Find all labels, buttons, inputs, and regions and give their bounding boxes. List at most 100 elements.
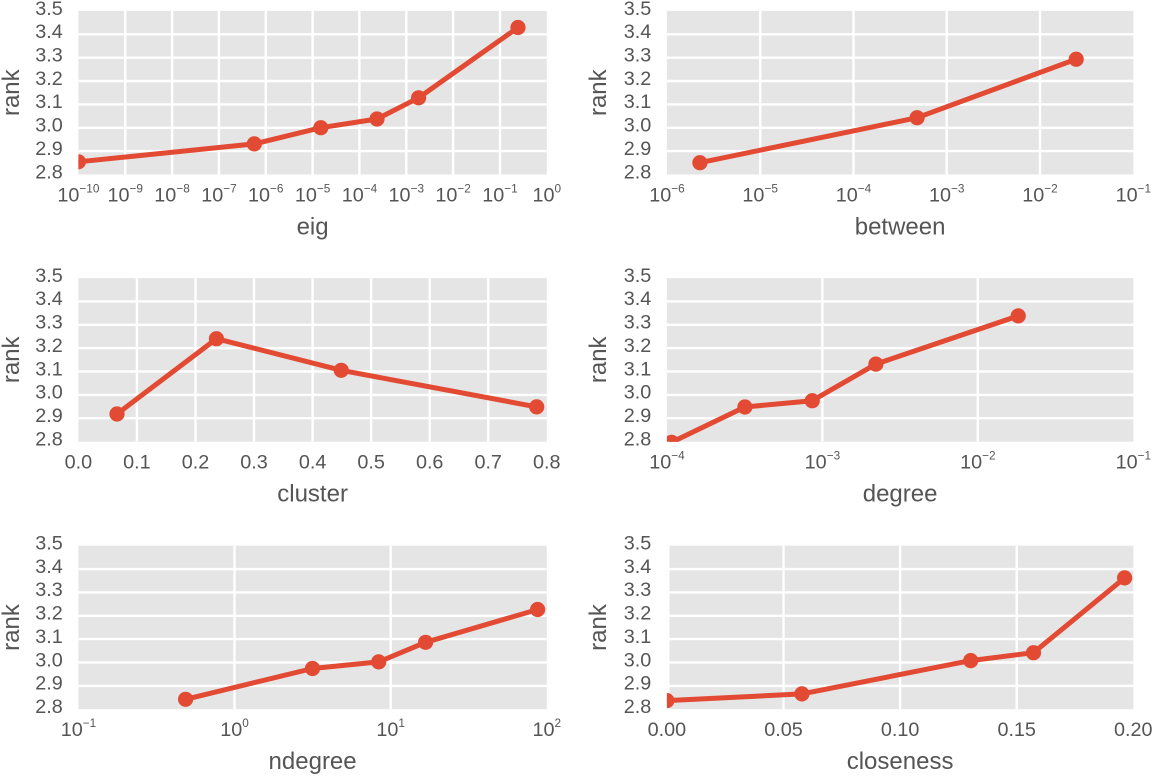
svg-text:10: 10	[1116, 451, 1138, 473]
svg-text:2.9: 2.9	[624, 673, 652, 695]
svg-text:−2: −2	[1044, 182, 1057, 196]
svg-text:3.2: 3.2	[624, 603, 652, 625]
svg-text:eig: eig	[297, 213, 329, 240]
svg-text:3.4: 3.4	[35, 556, 63, 578]
svg-text:0.7: 0.7	[474, 451, 502, 473]
svg-text:0.10: 0.10	[881, 719, 920, 741]
svg-text:0.5: 0.5	[357, 451, 385, 473]
svg-text:−3: −3	[827, 449, 841, 463]
svg-text:3.3: 3.3	[35, 312, 63, 334]
svg-text:rank: rank	[585, 603, 612, 651]
svg-text:3.0: 3.0	[35, 649, 63, 671]
svg-text:3.4: 3.4	[35, 288, 63, 310]
svg-text:2.8: 2.8	[35, 428, 63, 450]
svg-text:cluster: cluster	[277, 480, 348, 507]
svg-text:closeness: closeness	[847, 748, 954, 775]
svg-text:2.9: 2.9	[624, 405, 652, 427]
svg-text:−6: −6	[270, 182, 284, 196]
svg-text:2.9: 2.9	[35, 405, 63, 427]
svg-text:0: 0	[555, 182, 562, 196]
svg-text:2.8: 2.8	[35, 161, 63, 183]
svg-text:2.8: 2.8	[624, 696, 652, 718]
svg-text:10: 10	[108, 184, 130, 206]
svg-text:between: between	[855, 213, 946, 240]
svg-text:10: 10	[960, 451, 982, 473]
svg-text:0.0: 0.0	[65, 451, 93, 473]
svg-text:3.2: 3.2	[35, 68, 63, 90]
svg-text:−5: −5	[317, 182, 331, 196]
svg-text:3.5: 3.5	[35, 533, 63, 555]
svg-text:2.9: 2.9	[35, 138, 63, 160]
svg-text:10: 10	[1116, 184, 1138, 206]
svg-text:3.1: 3.1	[624, 91, 652, 113]
svg-text:10: 10	[929, 184, 951, 206]
svg-text:10: 10	[295, 184, 317, 206]
svg-text:2.8: 2.8	[35, 696, 63, 718]
svg-text:−2: −2	[982, 449, 995, 463]
svg-text:−1: −1	[83, 716, 96, 730]
svg-text:10: 10	[836, 184, 858, 206]
svg-text:3.3: 3.3	[35, 45, 63, 67]
svg-text:10: 10	[435, 184, 457, 206]
svg-text:3.4: 3.4	[624, 556, 652, 578]
svg-text:−2: −2	[457, 182, 470, 196]
svg-text:0.1: 0.1	[123, 451, 151, 473]
svg-text:2: 2	[555, 716, 562, 730]
svg-text:10: 10	[201, 184, 223, 206]
svg-text:−4: −4	[671, 449, 685, 463]
svg-text:2.8: 2.8	[624, 428, 652, 450]
svg-text:rank: rank	[585, 335, 612, 383]
svg-text:−7: −7	[223, 182, 236, 196]
svg-text:0: 0	[242, 716, 249, 730]
svg-text:3.5: 3.5	[624, 533, 652, 555]
svg-text:−9: −9	[130, 182, 143, 196]
svg-text:0.8: 0.8	[533, 451, 561, 473]
svg-text:3.4: 3.4	[624, 21, 652, 43]
svg-text:3.1: 3.1	[624, 626, 652, 648]
svg-text:−6: −6	[671, 182, 685, 196]
svg-text:3.0: 3.0	[35, 115, 63, 137]
svg-text:3.2: 3.2	[35, 335, 63, 357]
svg-text:10: 10	[649, 451, 671, 473]
svg-text:degree: degree	[863, 480, 938, 507]
svg-text:−4: −4	[858, 182, 872, 196]
svg-text:3.4: 3.4	[35, 21, 63, 43]
svg-text:−3: −3	[951, 182, 965, 196]
svg-text:0.00: 0.00	[648, 719, 687, 741]
svg-text:3.5: 3.5	[624, 0, 652, 20]
svg-text:2.8: 2.8	[624, 161, 652, 183]
svg-text:0.20: 0.20	[1114, 719, 1153, 741]
svg-text:3.0: 3.0	[35, 382, 63, 404]
svg-text:10: 10	[805, 451, 827, 473]
svg-text:10: 10	[154, 184, 176, 206]
svg-text:10: 10	[220, 719, 242, 741]
svg-text:10: 10	[342, 184, 364, 206]
svg-text:3.1: 3.1	[35, 358, 63, 380]
svg-text:3.3: 3.3	[35, 579, 63, 601]
svg-text:rank: rank	[0, 335, 25, 383]
svg-text:3.4: 3.4	[624, 288, 652, 310]
svg-text:−8: −8	[176, 182, 190, 196]
svg-text:10: 10	[389, 184, 411, 206]
svg-text:3.0: 3.0	[624, 382, 652, 404]
svg-text:3.0: 3.0	[624, 115, 652, 137]
svg-text:3.1: 3.1	[35, 91, 63, 113]
svg-text:10: 10	[533, 184, 555, 206]
svg-text:10: 10	[57, 184, 79, 206]
svg-text:1: 1	[398, 716, 405, 730]
svg-text:−1: −1	[504, 182, 517, 196]
svg-text:−3: −3	[411, 182, 425, 196]
svg-text:rank: rank	[0, 603, 25, 651]
svg-text:0.3: 0.3	[240, 451, 268, 473]
svg-text:−5: −5	[765, 182, 779, 196]
svg-text:0.6: 0.6	[416, 451, 444, 473]
svg-text:3.5: 3.5	[35, 0, 63, 20]
svg-text:rank: rank	[0, 68, 25, 116]
svg-text:3.3: 3.3	[624, 45, 652, 67]
svg-text:3.1: 3.1	[624, 358, 652, 380]
svg-text:−1: −1	[1138, 449, 1151, 463]
svg-text:2.9: 2.9	[624, 138, 652, 160]
svg-text:0.15: 0.15	[997, 719, 1036, 741]
svg-text:10: 10	[742, 184, 764, 206]
svg-text:3.5: 3.5	[624, 265, 652, 287]
